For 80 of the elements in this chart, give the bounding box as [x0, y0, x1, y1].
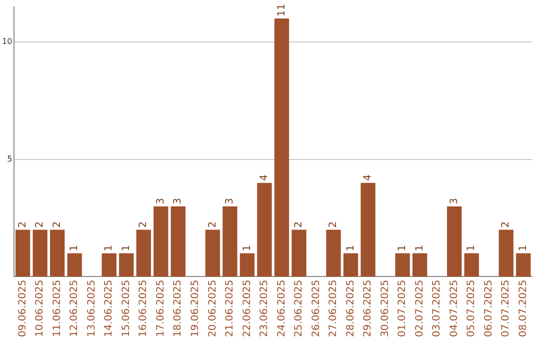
x-tick-label: 05.07.2025 [466, 280, 478, 338]
x-tick-label: 13.06.2025 [86, 280, 98, 338]
x-tick-label: 11.06.2025 [52, 280, 63, 338]
bar [154, 206, 168, 277]
bar [343, 253, 358, 277]
x-tick-label: 06.07.2025 [483, 280, 494, 338]
x-tick-label: 27.06.2025 [328, 280, 340, 338]
bar [222, 206, 238, 277]
x-tick-label: 28.06.2025 [345, 280, 356, 338]
data-label: 2 [34, 221, 46, 228]
bar [395, 253, 410, 277]
x-tick-label: 22.06.2025 [242, 280, 253, 338]
bar [170, 206, 186, 277]
data-label: 2 [52, 221, 63, 228]
x-tick-label: 17.06.2025 [155, 280, 166, 338]
y-tick-label: 10 [2, 37, 12, 46]
x-tick-label: 25.06.2025 [294, 280, 305, 338]
x-tick-label: 24.06.2025 [276, 280, 288, 338]
data-label: 2 [17, 221, 28, 228]
data-label: 4 [259, 174, 270, 181]
bar [205, 230, 220, 277]
data-label: 1 [104, 244, 115, 252]
data-label: 3 [172, 198, 184, 204]
data-label: 1 [242, 244, 253, 252]
x-tick-label: 07.07.2025 [500, 280, 512, 338]
bar [412, 253, 428, 277]
x-tick-label: 04.07.2025 [448, 280, 460, 338]
bar [498, 230, 514, 277]
bar [119, 253, 134, 277]
x-tick-label: 09.06.2025 [17, 280, 28, 338]
bar [15, 230, 30, 277]
bar [464, 253, 479, 277]
x-tick-label: 19.06.2025 [190, 280, 202, 338]
bar [360, 182, 376, 277]
data-label: 3 [155, 198, 166, 204]
bar [32, 230, 48, 277]
bar [257, 182, 272, 277]
bar [292, 230, 306, 277]
x-tick-label: 18.06.2025 [172, 280, 184, 338]
data-label: 1 [69, 244, 80, 252]
data-label: 3 [448, 198, 460, 204]
x-tick-label: 10.06.2025 [34, 280, 46, 338]
y-tick-label: 5 [7, 154, 12, 164]
data-label: 1 [414, 244, 426, 252]
bar [102, 253, 116, 277]
x-tick-label: 16.06.2025 [138, 280, 150, 338]
x-tick-label: 08.07.2025 [518, 280, 529, 338]
data-label: 3 [224, 198, 236, 204]
bar [50, 230, 65, 277]
data-label: 2 [294, 221, 305, 228]
x-tick-label: 12.06.2025 [69, 280, 80, 338]
data-label: 4 [362, 174, 374, 181]
data-label: 1 [345, 244, 356, 252]
x-tick-label: 20.06.2025 [207, 280, 218, 338]
x-tick-label: 14.06.2025 [104, 280, 115, 338]
data-label: 2 [138, 221, 150, 228]
data-label: 11 [276, 4, 288, 17]
x-tick-label: 26.06.2025 [310, 280, 322, 338]
data-label: 2 [328, 221, 340, 228]
bar [67, 253, 82, 277]
data-label: 1 [466, 244, 478, 252]
bar [240, 253, 255, 277]
x-tick-label: 02.07.2025 [414, 280, 426, 338]
data-label: 1 [397, 244, 408, 252]
data-label: 2 [207, 221, 218, 228]
x-tick-label: 21.06.2025 [224, 280, 236, 338]
bar [136, 230, 151, 277]
bar [326, 230, 341, 277]
x-tick-label: 23.06.2025 [259, 280, 270, 338]
data-label: 2 [500, 221, 512, 228]
bar [274, 18, 290, 277]
x-tick-label: 15.06.2025 [120, 280, 132, 338]
x-tick-label: 29.06.2025 [362, 280, 374, 338]
x-tick-label: 30.06.2025 [380, 280, 391, 338]
x-tick-label: 03.07.2025 [432, 280, 443, 338]
x-tick-label: 01.07.2025 [397, 280, 408, 338]
bar [446, 206, 462, 277]
data-label: 1 [120, 244, 132, 252]
bar [516, 253, 531, 277]
data-label: 1 [518, 244, 529, 252]
